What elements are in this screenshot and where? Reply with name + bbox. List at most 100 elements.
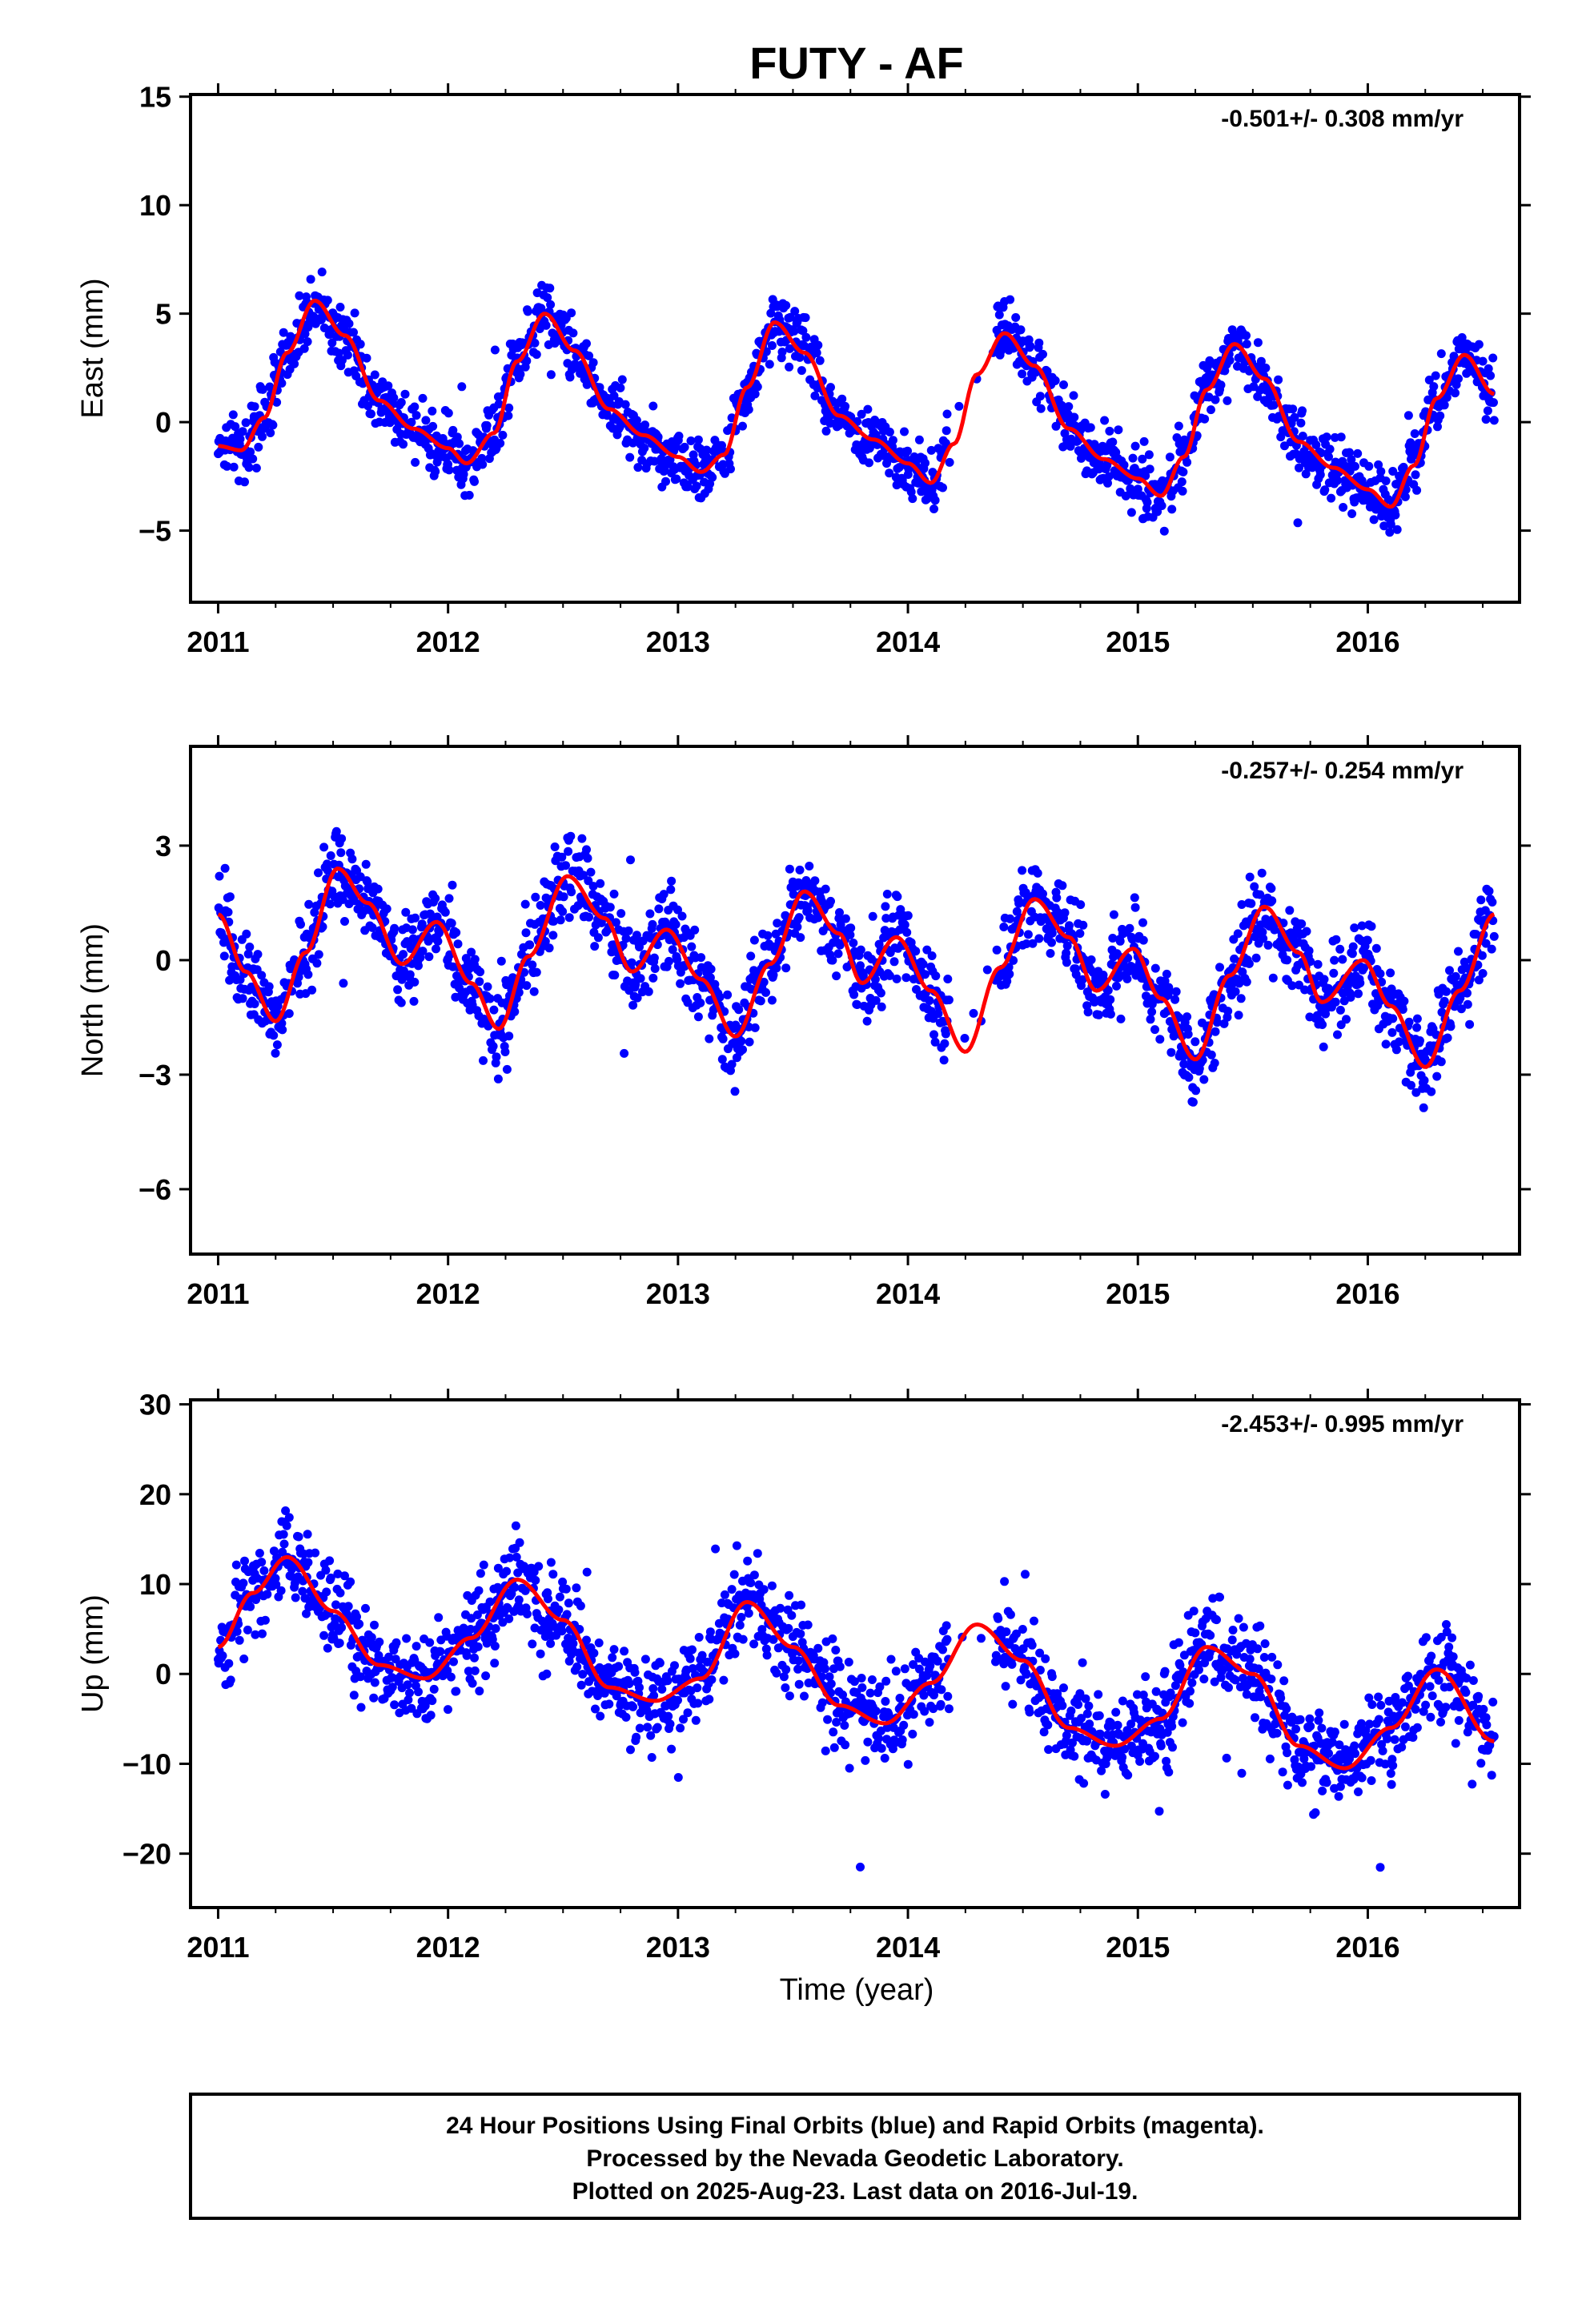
up-data-point	[429, 1684, 439, 1694]
north-data-point	[1412, 1014, 1422, 1023]
east-data-point	[1376, 467, 1386, 476]
east-data-point	[1324, 452, 1333, 461]
north-data-point	[1223, 1007, 1233, 1016]
north-data-point	[832, 971, 841, 981]
up-data-point	[562, 1610, 572, 1619]
up-data-point	[673, 1695, 682, 1705]
up-data-point	[1195, 1665, 1203, 1675]
north-data-point	[1484, 887, 1494, 896]
north-data-point	[339, 979, 348, 988]
up-data-point	[476, 1569, 485, 1578]
up-data-point	[375, 1637, 384, 1647]
up-data-point	[1058, 1701, 1067, 1711]
north-data-point	[250, 999, 259, 1008]
up-data-point	[311, 1548, 320, 1558]
north-data-point	[1319, 975, 1329, 984]
north-data-point	[1255, 890, 1265, 899]
up-data-point	[1259, 1653, 1269, 1662]
north-data-point	[493, 1074, 503, 1084]
east-data-point	[565, 372, 575, 382]
east-x-tick-label: 2011	[187, 625, 249, 658]
east-data-point	[609, 391, 619, 400]
east-data-point	[1315, 470, 1325, 480]
north-data-point	[1342, 1015, 1351, 1024]
north-data-point	[567, 887, 576, 897]
east-data-point	[1400, 492, 1410, 501]
north-data-point	[544, 943, 554, 953]
north-data-point	[1170, 995, 1180, 1004]
north-data-point	[521, 928, 531, 938]
up-data-point	[572, 1662, 582, 1671]
north-data-point	[337, 834, 347, 843]
north-panel: 2011 2012 2013 2014 2015 2016−6−303 North (mm…	[76, 735, 1531, 1310]
east-data-point	[251, 464, 261, 472]
north-data-point	[761, 987, 770, 997]
north-data-point	[939, 1055, 949, 1065]
east-data-point	[1311, 440, 1321, 449]
north-data-point	[1251, 953, 1261, 963]
north-data-point	[1109, 910, 1118, 919]
east-data-point	[541, 320, 551, 330]
east-data-point	[327, 338, 337, 348]
east-data-point	[1144, 450, 1154, 460]
north-data-point	[548, 931, 558, 940]
north-data-point	[1267, 883, 1276, 893]
north-data-point	[1183, 1030, 1193, 1039]
north-data-point	[584, 912, 594, 922]
north-data-point	[1302, 927, 1311, 936]
east-data-point	[1345, 448, 1354, 457]
north-data-point	[1350, 923, 1359, 933]
north-axis-label: North (mm)	[76, 923, 110, 1077]
up-data-point	[1267, 1652, 1277, 1662]
east-data-point	[680, 442, 689, 452]
east-data-point	[1114, 425, 1123, 435]
east-data-point	[1139, 436, 1149, 446]
north-data-point	[405, 970, 415, 979]
north-data-point	[621, 934, 631, 943]
up-data-point	[473, 1642, 483, 1651]
north-data-point	[900, 920, 909, 930]
east-data-point	[1379, 521, 1389, 531]
east-data-point	[464, 490, 474, 500]
east-data-point	[530, 338, 540, 348]
up-data-point	[908, 1729, 917, 1739]
north-data-point	[447, 919, 456, 928]
north-data-point	[1319, 1042, 1328, 1051]
east-data-point	[815, 356, 825, 365]
east-data-point	[355, 340, 365, 349]
up-data-point	[604, 1699, 614, 1709]
north-data-point	[253, 950, 263, 959]
east-data-point	[1403, 411, 1413, 420]
north-data-point	[440, 907, 450, 917]
east-data-point	[370, 370, 379, 380]
north-data-point	[1184, 1072, 1194, 1082]
east-data-point	[1435, 411, 1445, 420]
east-data-point	[248, 454, 258, 464]
east-data-point	[362, 353, 371, 363]
east-data-point	[1410, 429, 1419, 438]
up-data-point	[1084, 1701, 1094, 1711]
east-data-point	[1320, 485, 1330, 495]
east-data-point	[1336, 432, 1346, 442]
north-data-point	[781, 963, 791, 973]
up-data-point	[711, 1544, 721, 1554]
up-data-point	[1222, 1753, 1231, 1763]
up-data-point	[531, 1575, 540, 1585]
up-data-point	[356, 1703, 366, 1712]
east-data-point	[1489, 398, 1498, 408]
up-data-point	[1168, 1743, 1177, 1752]
up-data-point	[624, 1679, 634, 1688]
up-data-point	[596, 1711, 605, 1721]
up-data-point	[436, 1647, 445, 1656]
north-data-point	[835, 908, 844, 917]
north-data-point	[496, 956, 506, 966]
up-data-point	[239, 1578, 248, 1588]
up-data-point	[534, 1562, 544, 1571]
up-data-point	[303, 1530, 312, 1539]
up-data-point	[1186, 1687, 1195, 1696]
north-data-point	[1335, 1005, 1345, 1015]
east-data-point	[290, 359, 299, 368]
east-data-point	[1424, 376, 1434, 384]
north-data-point	[1419, 1076, 1429, 1085]
up-data-point	[1199, 1675, 1209, 1684]
